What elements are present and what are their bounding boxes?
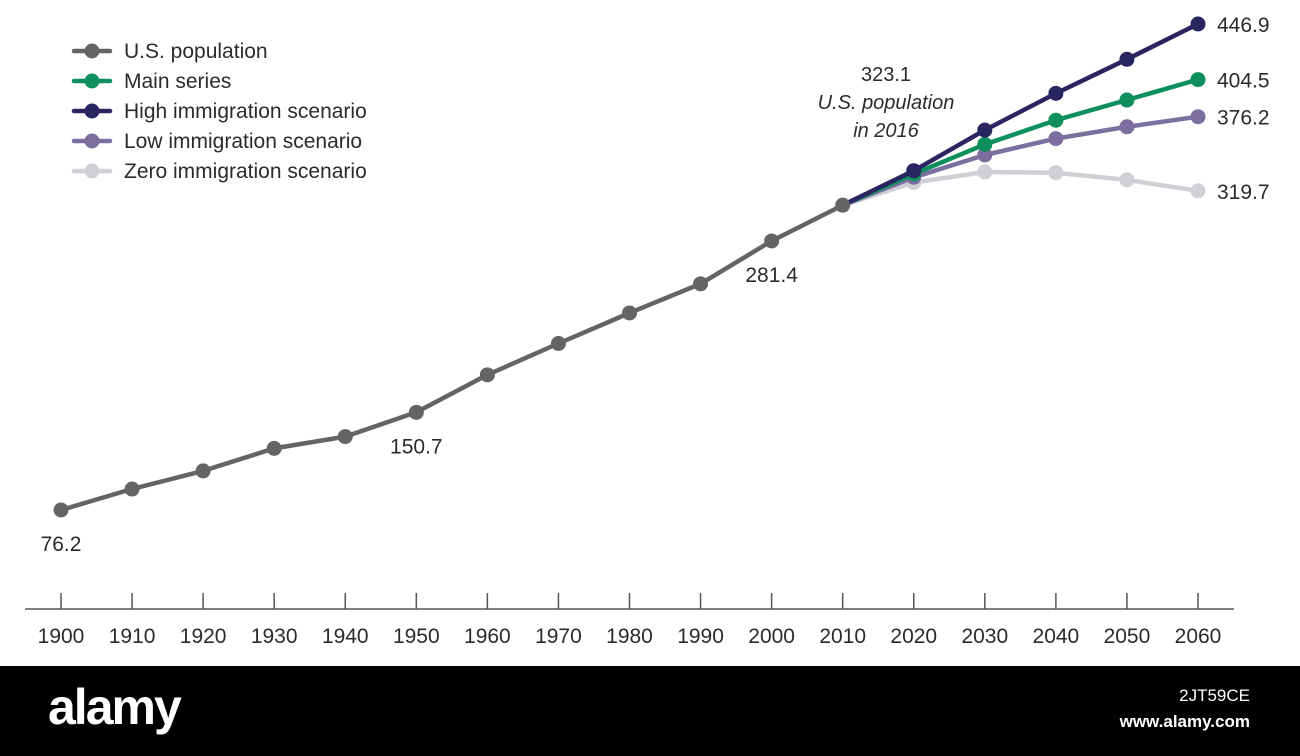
x-tick-label-2020: 2020 [890, 625, 937, 648]
data-label-446-9: 446.9 [1217, 14, 1270, 37]
watermark-url: www.alamy.com [1119, 712, 1250, 731]
x-tick-label-1930: 1930 [251, 625, 298, 648]
series-high-immigration-scenario [840, 16, 1206, 208]
legend-swatch-dot [84, 133, 100, 149]
x-tick-label-1900: 1900 [38, 625, 85, 648]
annotation-line1: U.S. population [818, 92, 955, 114]
legend-label: High immigration scenario [124, 100, 367, 123]
point-u-s-population-2010 [835, 197, 851, 213]
annotation-line2: in 2016 [853, 120, 919, 142]
data-label-150-7: 150.7 [390, 435, 443, 458]
point-low-immigration-scenario-2040 [1048, 131, 1064, 147]
point-u-s-population-1980 [622, 305, 637, 321]
point-low-immigration-scenario-2050 [1119, 119, 1135, 135]
legend-item-high-immigration-scenario: High immigration scenario [71, 100, 367, 123]
annotation: 323.1 U.S. population in 2016 [818, 64, 955, 142]
x-tick-label-2060: 2060 [1175, 625, 1222, 648]
x-tick-label-1970: 1970 [535, 625, 582, 648]
data-label-281-4: 281.4 [745, 264, 798, 287]
x-tick-label-1990: 1990 [677, 625, 724, 648]
point-u-s-population-1990 [693, 276, 709, 292]
legend-label: Main series [124, 70, 231, 93]
point-u-s-population-1940 [337, 429, 353, 445]
series-line-low-immigration-scenario [840, 114, 1201, 208]
point-u-s-population-1930 [266, 440, 282, 456]
point-high-immigration-scenario-2040 [1048, 85, 1064, 101]
point-u-s-population-2000 [764, 233, 780, 249]
point-zero-immigration-scenario-2040 [1048, 165, 1064, 181]
point-low-immigration-scenario-2060 [1190, 109, 1206, 125]
x-tick-label-2030: 2030 [961, 625, 1008, 648]
data-label-376-2: 376.2 [1217, 107, 1270, 130]
point-main-series-2040 [1048, 112, 1064, 128]
point-u-s-population-1950 [408, 404, 424, 420]
legend-swatch-dot [84, 163, 100, 179]
legend-item-zero-immigration-scenario: Zero immigration scenario [71, 160, 367, 183]
series-line-main-series [840, 77, 1201, 208]
series-line-zero-immigration-scenario [840, 169, 1201, 208]
legend-label: Low immigration scenario [124, 130, 362, 153]
data-label-319-7: 319.7 [1217, 181, 1270, 204]
series-u-s-population [53, 197, 851, 518]
legend-item-u-s-population: U.S. population [71, 40, 268, 63]
watermark-logo: alamy [48, 679, 182, 735]
legend: U.S. population Main series High immigrati… [71, 40, 367, 183]
point-high-immigration-scenario-2020 [906, 163, 922, 179]
data-label-76-2: 76.2 [41, 533, 82, 556]
annotation-value: 323.1 [861, 64, 911, 86]
watermark-image-id: 2JT59CE [1179, 686, 1250, 705]
x-tick-label-1950: 1950 [393, 625, 440, 648]
series-line-u-s-population [58, 202, 845, 513]
data-labels: 76.2 150.7 281.4 446.9 404.5 376.2 319.7 [41, 14, 1270, 556]
legend-swatch-dot [84, 103, 100, 119]
x-tick-label-1920: 1920 [180, 625, 227, 648]
point-u-s-population-1960 [479, 367, 495, 383]
point-u-s-population-1920 [195, 463, 211, 479]
point-high-immigration-scenario-2060 [1190, 16, 1206, 32]
point-zero-immigration-scenario-2060 [1190, 183, 1206, 199]
series-layer [53, 16, 1206, 518]
point-high-immigration-scenario-2030 [977, 122, 993, 138]
legend-swatch-dot [84, 43, 100, 59]
series-zero-immigration-scenario [840, 164, 1206, 208]
legend-label: U.S. population [124, 40, 268, 63]
point-u-s-population-1970 [550, 335, 566, 351]
data-label-404-5: 404.5 [1217, 70, 1270, 93]
x-tick-label-2050: 2050 [1104, 625, 1151, 648]
point-zero-immigration-scenario-2050 [1119, 172, 1135, 188]
point-main-series-2050 [1119, 92, 1135, 108]
x-tick-label-1910: 1910 [109, 625, 156, 648]
chart-area: 1900 1910 1920 1930 1940 1950 1960 1970 1980 1990… [25, 14, 1270, 648]
point-u-s-population-1900 [53, 502, 69, 518]
legend-item-low-immigration-scenario: Low immigration scenario [71, 130, 362, 153]
x-tick-label-1980: 1980 [606, 625, 653, 648]
series-line-high-immigration-scenario [840, 21, 1201, 208]
watermark-bar: alamy 2JT59CE www.alamy.com [0, 666, 1300, 756]
x-tick-label-2040: 2040 [1033, 625, 1080, 648]
point-main-series-2060 [1190, 72, 1206, 88]
point-zero-immigration-scenario-2030 [977, 164, 993, 180]
point-high-immigration-scenario-2050 [1119, 51, 1135, 67]
point-u-s-population-1910 [124, 481, 140, 497]
x-axis: 1900 1910 1920 1930 1940 1950 1960 1970 1980 1990… [25, 593, 1234, 648]
legend-swatch-dot [84, 73, 100, 89]
point-main-series-2030 [977, 136, 993, 152]
population-line-chart: 1900 1910 1920 1930 1940 1950 1960 1970 1980 1990… [25, 14, 1270, 648]
legend-item-main-series: Main series [71, 70, 231, 93]
point-low-immigration-scenario-2030 [977, 147, 993, 163]
x-tick-label-1960: 1960 [464, 625, 511, 648]
x-tick-label-1940: 1940 [322, 625, 369, 648]
x-tick-label-2010: 2010 [819, 625, 866, 648]
legend-label: Zero immigration scenario [124, 160, 367, 183]
x-tick-label-2000: 2000 [748, 625, 795, 648]
